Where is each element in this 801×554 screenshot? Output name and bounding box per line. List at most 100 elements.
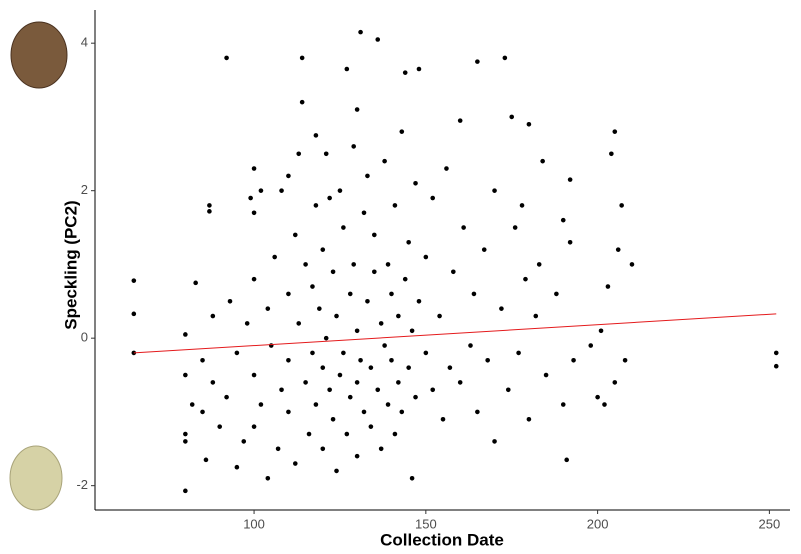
point (183, 332, 188, 337)
point (351, 262, 356, 267)
point (131, 311, 137, 317)
point (536, 262, 542, 267)
point (337, 188, 343, 193)
point (296, 151, 302, 157)
point (317, 306, 322, 311)
point (279, 387, 284, 393)
point (265, 475, 271, 481)
point (512, 225, 518, 230)
point (378, 321, 384, 326)
point (609, 151, 614, 157)
point (492, 188, 497, 193)
point (447, 365, 453, 370)
point (330, 269, 336, 275)
point (224, 394, 229, 400)
point (409, 475, 415, 481)
point (258, 188, 264, 193)
point (365, 173, 370, 179)
point (567, 177, 573, 182)
point (251, 210, 257, 216)
point (323, 151, 329, 157)
point (543, 372, 549, 378)
point (430, 195, 436, 201)
x-tick-label: 100 (243, 516, 265, 531)
point (468, 343, 473, 348)
point (320, 247, 326, 252)
point (286, 409, 291, 415)
x-tick-label: 200 (587, 516, 609, 531)
point (292, 461, 298, 466)
point (347, 291, 353, 297)
point (392, 431, 398, 437)
point (773, 350, 779, 356)
point (523, 276, 528, 282)
point (540, 158, 545, 164)
point (430, 387, 436, 393)
point (347, 394, 353, 400)
point (416, 298, 422, 304)
point (365, 298, 370, 304)
point (519, 203, 525, 208)
point (313, 203, 319, 208)
point (251, 372, 257, 378)
point (554, 291, 559, 297)
point (605, 284, 611, 289)
point (499, 306, 504, 311)
point (399, 409, 405, 415)
point (248, 195, 253, 201)
point (612, 380, 618, 385)
point (389, 291, 394, 297)
point (622, 357, 628, 363)
point (615, 247, 621, 252)
point (560, 402, 566, 407)
point (485, 357, 490, 363)
x-tick-label: 250 (759, 516, 781, 531)
point (402, 276, 408, 282)
point (396, 313, 401, 319)
point (299, 99, 305, 105)
point (327, 195, 332, 201)
point (344, 66, 350, 72)
point (279, 188, 284, 193)
point (571, 357, 576, 363)
point (306, 431, 312, 437)
point (268, 343, 274, 348)
point (358, 357, 363, 363)
point (183, 431, 188, 437)
point (375, 37, 381, 42)
point (516, 350, 521, 356)
point (526, 122, 532, 127)
point (313, 402, 319, 407)
point (588, 343, 594, 348)
point (241, 439, 247, 444)
point (567, 240, 573, 245)
point (361, 409, 367, 415)
point (320, 365, 326, 370)
point (354, 453, 360, 459)
point (389, 357, 394, 363)
point (409, 328, 415, 334)
point (461, 225, 466, 230)
point (320, 446, 326, 452)
point (210, 313, 216, 319)
point (378, 446, 384, 452)
point (251, 424, 257, 429)
point (595, 394, 600, 400)
point (451, 269, 456, 275)
point (354, 107, 360, 112)
trend-line (133, 313, 777, 354)
y-tick-label: -2 (76, 477, 88, 492)
point (234, 350, 240, 356)
point (475, 409, 480, 415)
point (272, 254, 277, 260)
point (244, 321, 250, 326)
point (351, 144, 356, 149)
point (444, 166, 449, 171)
point (354, 328, 360, 334)
y-tick-label: 0 (81, 330, 88, 345)
point (526, 416, 532, 422)
x-tick-label: 150 (415, 516, 437, 531)
point (292, 232, 298, 238)
